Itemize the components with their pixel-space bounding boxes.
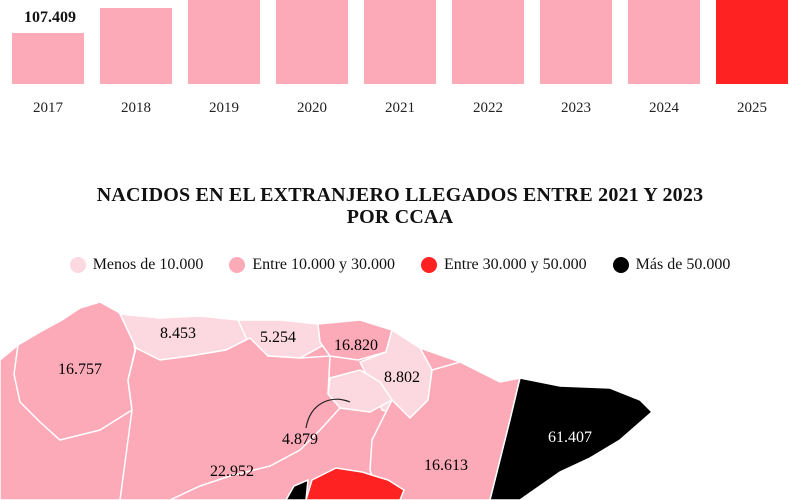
bar-chart: 2017 2018 2019 2020 2021 2022 2023 2024 2025 107.… — [12, 0, 788, 116]
tick-label-2019: 2019 — [209, 100, 239, 116]
bar-2018 — [100, 8, 172, 84]
map-title: NACIDOS EN EL EXTRANJERO LLEGADOS ENTRE … — [0, 184, 800, 228]
tick-label-2021: 2021 — [385, 100, 415, 116]
legend-swatch-mid — [229, 257, 246, 273]
bar-2021 — [364, 0, 436, 84]
tick-label-2025: 2025 — [737, 100, 767, 116]
label-cantabria: 5.254 — [260, 329, 296, 346]
bar-2020 — [276, 0, 348, 84]
legend-swatch-low — [69, 257, 86, 273]
label-cataluna: 61.407 — [548, 429, 592, 446]
region-cataluna — [489, 377, 654, 500]
legend-swatch-high — [421, 257, 437, 273]
tick-label-2017: 2017 — [33, 100, 64, 116]
label-asturias: 8.453 — [160, 325, 196, 342]
tick-label-2018: 2018 — [121, 100, 151, 116]
region-madrid — [305, 467, 405, 500]
label-navarra: 8.802 — [384, 369, 420, 386]
tick-label-2022: 2022 — [473, 100, 503, 116]
legend-label-mid: Entre 10.000 y 30.000 — [252, 256, 395, 273]
label-la-rioja: 4.879 — [282, 431, 318, 448]
label-galicia: 16.757 — [58, 361, 102, 378]
bar-2017 — [12, 33, 84, 84]
tick-label-2023: 2023 — [561, 100, 591, 116]
label-castilla-leon: 22.952 — [210, 463, 254, 480]
legend-item-mid: Entre 10.000 y 30.000 — [229, 256, 395, 274]
label-pais-vasco: 16.820 — [334, 337, 378, 354]
region-castilla-leon — [119, 337, 342, 500]
map-title-line-2: POR CCAA — [346, 206, 454, 228]
tick-label-2024: 2024 — [649, 100, 680, 116]
bar-2019 — [188, 0, 260, 84]
legend-swatch-top — [612, 257, 629, 273]
legend-item-high: Entre 30.000 y 50.000 — [421, 256, 587, 274]
region-pais-vasco — [317, 319, 393, 361]
tick-label-2020: 2020 — [297, 100, 327, 116]
bar-2022 — [452, 0, 524, 84]
legend-label-top: Más de 50.000 — [635, 256, 731, 273]
region-bottom-black — [285, 478, 309, 500]
legend: Menos de 10.000 Entre 10.000 y 30.000 En… — [0, 256, 800, 274]
region-map: 16.757 8.453 5.254 16.820 8.802 4.879 22… — [0, 301, 654, 500]
region-aragon — [369, 361, 522, 500]
legend-label-low: Menos de 10.000 — [92, 256, 204, 273]
bar-2025 — [716, 0, 788, 84]
label-aragon: 16.613 — [424, 457, 468, 474]
legend-item-low: Menos de 10.000 — [69, 256, 204, 274]
rioja-leader-line — [305, 398, 351, 429]
legend-item-top: Más de 50.000 — [612, 256, 731, 274]
bar-2023 — [540, 0, 612, 84]
map-title-line-1: NACIDOS EN EL EXTRANJERO LLEGADOS ENTRE … — [96, 184, 704, 206]
bar-2024 — [628, 0, 700, 84]
data-label-2017: 107.409 — [24, 9, 76, 26]
legend-label-high: Entre 30.000 y 50.000 — [444, 256, 587, 273]
